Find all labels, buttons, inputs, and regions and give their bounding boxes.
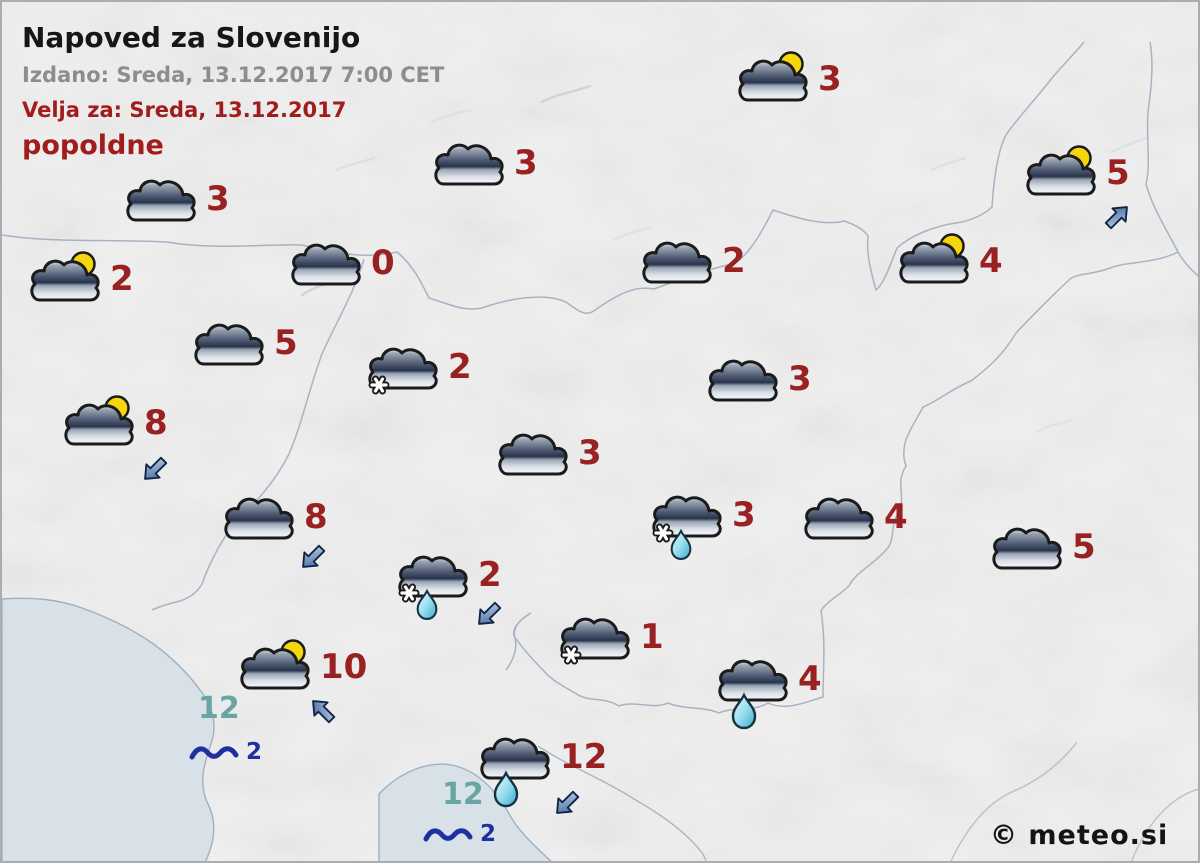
rain-icon [718, 659, 788, 730]
wind-arrow-nw-icon [312, 700, 336, 724]
temperature-label: 2 [448, 347, 472, 387]
page-title: Napoved za Slovenijo [22, 21, 361, 54]
temperature-label: 1 [640, 617, 664, 657]
rain-icon [480, 737, 550, 808]
relief-marks [300, 84, 1149, 434]
partly-cloudy-icon [899, 233, 969, 284]
cloudy-icon [498, 433, 568, 476]
temperature-label: 4 [979, 241, 1003, 281]
temperature-label: 8 [144, 403, 168, 443]
cloudy-icon [434, 143, 504, 186]
partly-cloudy-icon [1026, 145, 1096, 196]
weather-station-far-south-coast: 12 [476, 728, 607, 814]
temperature-label: 10 [320, 647, 368, 687]
cloudy-icon [194, 323, 264, 366]
weather-station-central: 3 [494, 424, 602, 482]
light-snow-icon [560, 617, 630, 665]
wind-arrow-sw-icon [144, 456, 168, 480]
weather-station-far-west: 2 [26, 250, 134, 308]
cloudy-icon [708, 359, 778, 402]
weather-station-karst-edge: 8 [220, 488, 328, 568]
wave-icon [189, 746, 239, 760]
forecast-period: popoldne [22, 130, 164, 161]
wave-height-value: 2 [480, 820, 497, 847]
temperature-label: 3 [206, 179, 230, 219]
temperature-label: 0 [371, 243, 395, 283]
partly-cloudy-icon [30, 251, 100, 302]
weather-station-kolpa: 4 [714, 650, 822, 730]
weather-station-notranjska: 1 [556, 608, 664, 666]
sea-temperature-label: 12 [198, 691, 240, 726]
weather-station-far-east: 5 [988, 518, 1096, 576]
partly-cloudy-icon [240, 639, 310, 690]
temperature-label: 2 [478, 555, 502, 595]
cloudy-icon [291, 243, 361, 286]
weather-station-west-littoral: 8 [60, 394, 168, 480]
wind-arrow-sw-icon [478, 601, 502, 625]
sea-kvarner-bay [378, 763, 552, 861]
wave-height-marker: 2 [422, 822, 496, 846]
temperature-label: 2 [110, 259, 134, 299]
weather-station-nw-alps: 3 [122, 170, 230, 228]
sea-temperature-label: 12 [442, 777, 484, 812]
temperature-label: 2 [722, 241, 746, 281]
partly-cloudy-icon [738, 51, 808, 102]
wave-height-value: 2 [246, 738, 263, 765]
weather-station-north-central-west: 3 [430, 134, 538, 192]
temperature-label: 4 [798, 659, 822, 699]
light-snow-icon [368, 347, 438, 395]
temperature-label: 4 [884, 497, 908, 537]
sea-gulf-of-trieste [2, 597, 215, 861]
weather-station-west-valley: 5 [190, 314, 298, 372]
weather-station-far-north-east: 5 [1022, 144, 1130, 230]
header: Napoved za Slovenijo Izdano: Sreda, 13.1… [22, 21, 445, 161]
weather-station-coast: 10 [236, 638, 367, 724]
cloudy-icon [642, 241, 712, 284]
weather-station-south-east: 4 [800, 488, 908, 546]
temperature-label: 3 [514, 143, 538, 183]
temperature-label: 3 [578, 433, 602, 473]
temperature-label: 3 [788, 359, 812, 399]
temperature-label: 5 [1072, 527, 1096, 567]
temperature-label: 12 [560, 737, 608, 777]
wave-height-marker: 2 [188, 740, 262, 764]
temperature-label: 3 [732, 495, 756, 535]
cloudy-icon [992, 527, 1062, 570]
weather-station-inner-karst: 2 [394, 546, 502, 625]
partly-cloudy-icon [64, 395, 134, 446]
valid-line: Velja za: Sreda, 13.12.2017 [22, 98, 347, 122]
wave-icon [423, 828, 473, 842]
cloudy-icon [126, 179, 196, 222]
weather-station-north-central-east: 2 [638, 232, 746, 290]
sleet-icon [652, 495, 722, 560]
wind-arrow-sw-icon [556, 790, 580, 814]
attribution: © meteo.si [990, 820, 1169, 851]
temperature-label: 3 [818, 59, 842, 99]
weather-station-south-central: 3 [648, 486, 756, 560]
issued-line: Izdano: Sreda, 13.12.2017 7:00 CET [22, 63, 445, 87]
sleet-icon [398, 555, 468, 620]
weather-station-north-east-upper: 3 [734, 50, 842, 108]
temperature-label: 8 [304, 497, 328, 537]
cloudy-icon [224, 497, 294, 540]
wind-arrow-ne-icon [1104, 206, 1128, 230]
temperature-label: 5 [1106, 153, 1130, 193]
weather-station-central-west: 2 [364, 338, 472, 396]
temperature-label: 5 [274, 323, 298, 363]
weather-station-central-east: 3 [704, 350, 812, 408]
weather-station-karavanke: 0 [287, 234, 395, 292]
cloudy-icon [804, 497, 874, 540]
weather-station-east-hills: 4 [895, 232, 1003, 290]
wind-arrow-sw-icon [302, 544, 326, 568]
